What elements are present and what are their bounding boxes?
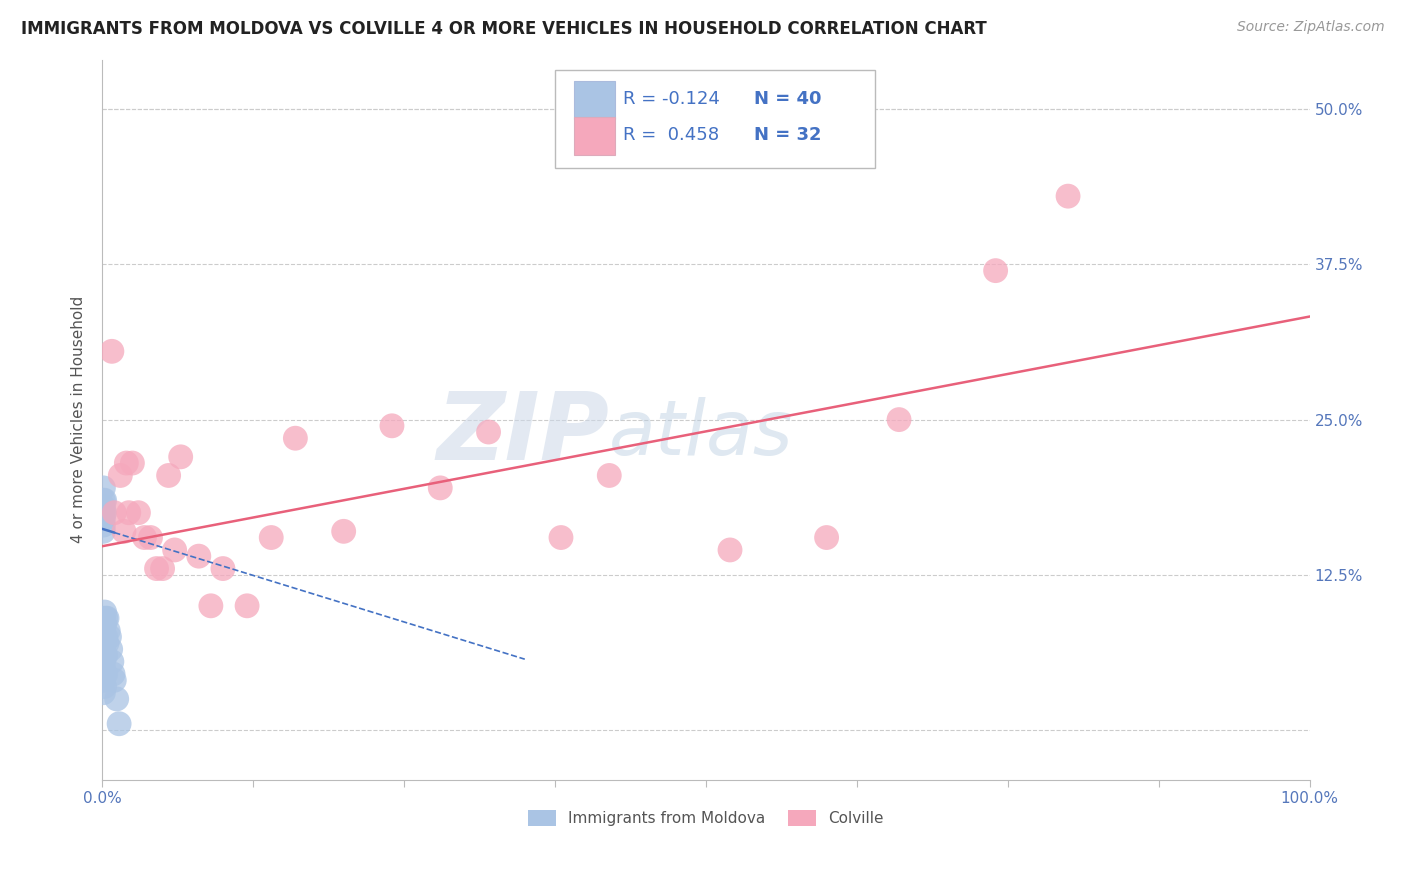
Text: IMMIGRANTS FROM MOLDOVA VS COLVILLE 4 OR MORE VEHICLES IN HOUSEHOLD CORRELATION : IMMIGRANTS FROM MOLDOVA VS COLVILLE 4 OR… [21, 20, 987, 37]
Point [93, 518, 115, 533]
Point [93, 648, 115, 663]
Point [145, 561, 167, 575]
Point [139, 531, 162, 545]
Point [110, 468, 132, 483]
Point [236, 599, 259, 613]
Y-axis label: 4 or more Vehicles in Household: 4 or more Vehicles in Household [72, 296, 86, 543]
Point [200, 599, 222, 613]
Point [93, 642, 115, 657]
Point [187, 549, 209, 563]
Point [97, 624, 120, 638]
Point [93, 605, 115, 619]
Point [93, 506, 115, 520]
Point [381, 418, 404, 433]
Point [93, 493, 115, 508]
Text: N = 32: N = 32 [754, 126, 821, 145]
Point [984, 263, 1007, 277]
Point [93, 673, 115, 688]
Point [103, 506, 125, 520]
Point [477, 425, 499, 439]
Point [98, 630, 121, 644]
Point [887, 412, 910, 426]
Point [163, 543, 186, 558]
Point [100, 642, 122, 657]
Point [93, 617, 115, 632]
Point [96, 611, 118, 625]
Point [260, 531, 283, 545]
Point [115, 456, 138, 470]
Point [550, 531, 572, 545]
Point [284, 431, 307, 445]
Point [112, 524, 135, 539]
Point [212, 561, 235, 575]
Text: R = -0.124: R = -0.124 [623, 90, 720, 108]
Point [96, 636, 118, 650]
Point [718, 543, 741, 558]
Text: N = 40: N = 40 [754, 90, 821, 108]
Point [93, 512, 115, 526]
Point [157, 468, 180, 483]
Point [94, 667, 117, 681]
Text: Source: ZipAtlas.com: Source: ZipAtlas.com [1237, 20, 1385, 34]
Point [93, 636, 115, 650]
Point [93, 661, 115, 675]
Point [429, 481, 451, 495]
Text: ZIP: ZIP [436, 388, 609, 480]
Point [598, 468, 620, 483]
Point [332, 524, 354, 539]
Point [101, 344, 124, 359]
FancyBboxPatch shape [574, 81, 616, 119]
Point [1057, 189, 1080, 203]
Point [93, 636, 115, 650]
Point [105, 692, 128, 706]
Point [93, 680, 115, 694]
Point [94, 648, 117, 663]
Point [93, 667, 115, 681]
Point [94, 611, 117, 625]
Point [134, 531, 156, 545]
Point [93, 524, 115, 539]
Point [93, 667, 115, 681]
Point [170, 450, 193, 464]
Point [101, 655, 124, 669]
Point [121, 456, 143, 470]
Legend: Immigrants from Moldova, Colville: Immigrants from Moldova, Colville [529, 810, 883, 826]
Text: R =  0.458: R = 0.458 [623, 126, 718, 145]
Point [93, 611, 115, 625]
Point [127, 506, 149, 520]
Point [93, 686, 115, 700]
Point [93, 630, 115, 644]
Point [108, 716, 131, 731]
Point [93, 506, 115, 520]
FancyBboxPatch shape [555, 70, 875, 168]
Point [815, 531, 838, 545]
Point [93, 617, 115, 632]
Point [103, 673, 125, 688]
Point [93, 500, 115, 514]
Point [118, 506, 141, 520]
Point [93, 624, 115, 638]
Point [93, 655, 115, 669]
Point [152, 561, 174, 575]
Point [93, 481, 115, 495]
FancyBboxPatch shape [574, 117, 616, 154]
Point [94, 630, 117, 644]
Point [93, 493, 115, 508]
Text: atlas: atlas [609, 397, 794, 471]
Point [101, 667, 124, 681]
